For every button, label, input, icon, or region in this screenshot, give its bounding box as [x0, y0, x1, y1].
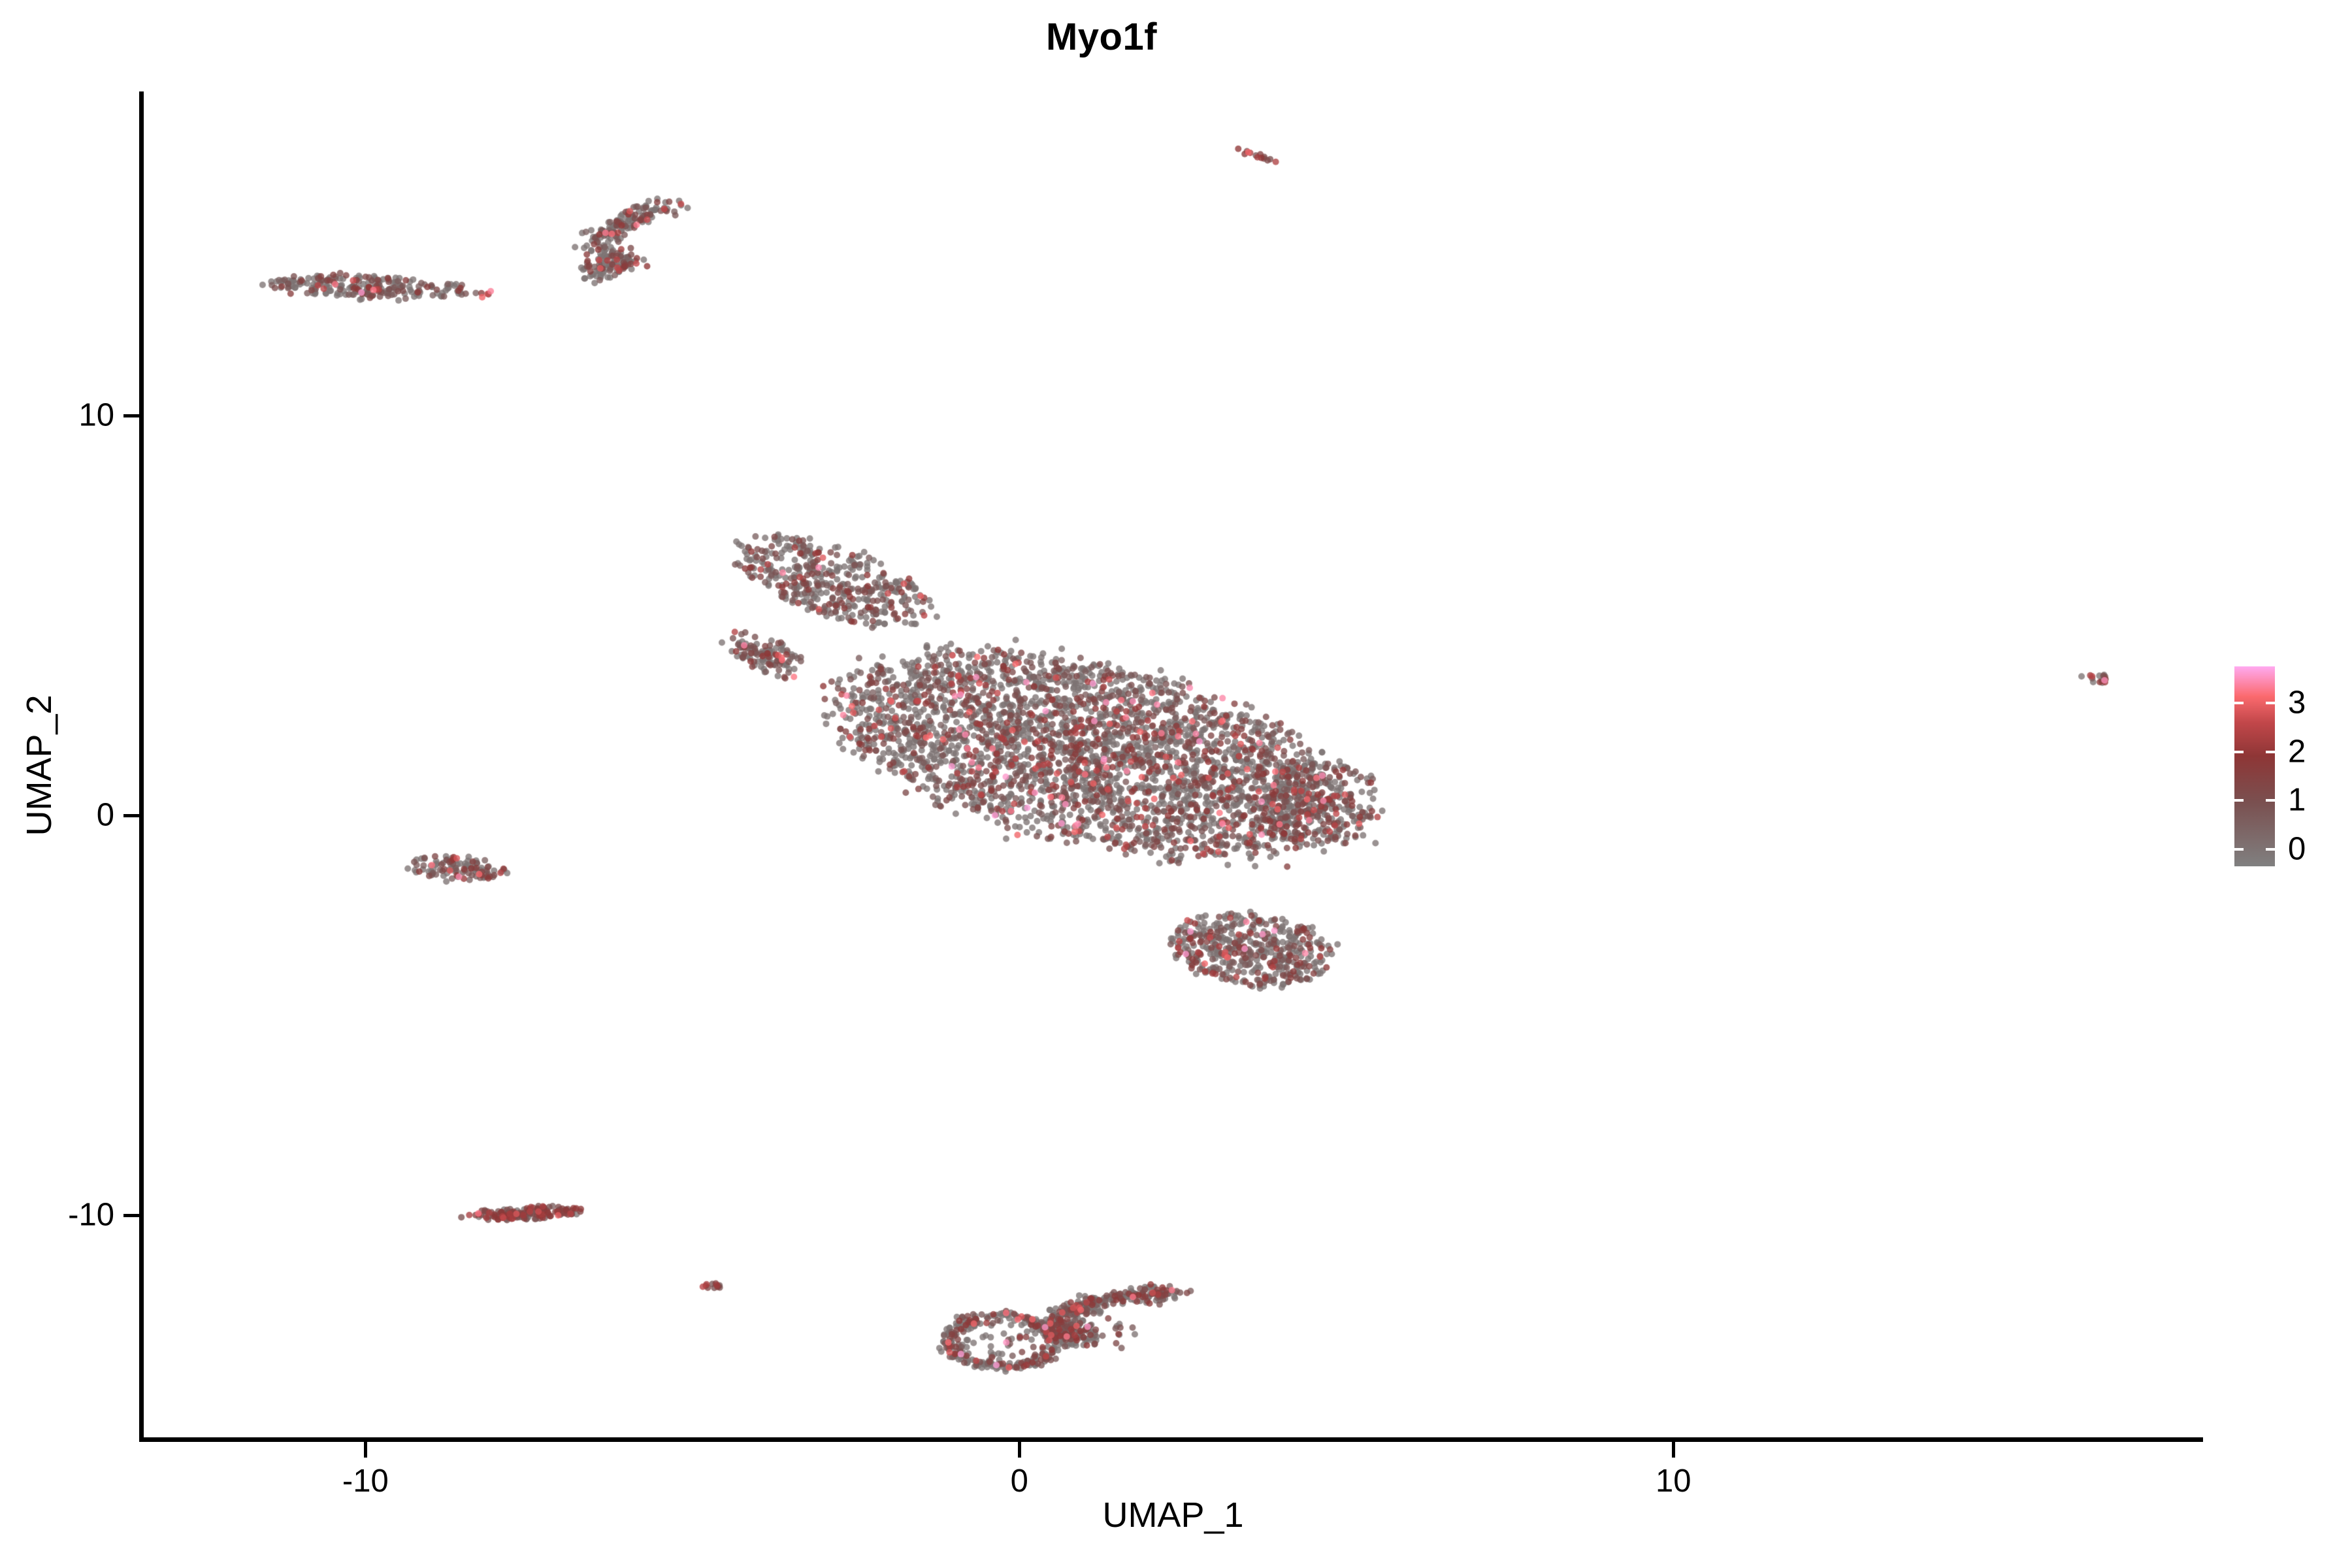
colorbar-label: 1	[2288, 782, 2306, 818]
y-tick-label: 0	[96, 797, 114, 833]
colorbar-legend: 0 1 2 3	[2234, 666, 2332, 882]
plot-panel	[143, 91, 2203, 1439]
y-axis-title: UMAP_2	[20, 694, 59, 836]
x-tick-label: -10	[342, 1463, 389, 1499]
colorbar-tick-mark	[2234, 750, 2244, 753]
x-axis-title: UMAP_1	[1102, 1495, 1244, 1535]
y-tick-mark	[123, 814, 139, 818]
colorbar-label: 0	[2288, 831, 2306, 867]
colorbar-tick-mark	[2266, 701, 2275, 704]
x-tick-mark	[1018, 1442, 1022, 1458]
colorbar-tick-mark	[2234, 701, 2244, 704]
x-tick-label: 10	[1655, 1463, 1691, 1499]
y-tick-label: -10	[68, 1197, 114, 1233]
colorbar-tick-mark	[2266, 750, 2275, 753]
scatter-canvas	[143, 91, 2203, 1439]
colorbar-tick-mark	[2266, 847, 2275, 851]
x-tick-mark	[1672, 1442, 1676, 1458]
colorbar-label: 3	[2288, 685, 2306, 721]
y-tick-label: 10	[78, 397, 114, 433]
x-tick-label: 0	[1010, 1463, 1028, 1499]
y-tick-mark	[123, 1214, 139, 1218]
y-axis-line	[139, 91, 144, 1442]
colorbar-tick-mark	[2234, 799, 2244, 802]
colorbar-label: 2	[2288, 734, 2306, 770]
colorbar-gradient	[2234, 666, 2275, 866]
x-axis-line	[139, 1437, 2203, 1442]
page-title: Myo1f	[1045, 16, 1158, 58]
x-tick-mark	[364, 1442, 368, 1458]
colorbar-tick-mark	[2266, 799, 2275, 802]
y-tick-mark	[123, 414, 139, 417]
colorbar-tick-mark	[2234, 847, 2244, 851]
